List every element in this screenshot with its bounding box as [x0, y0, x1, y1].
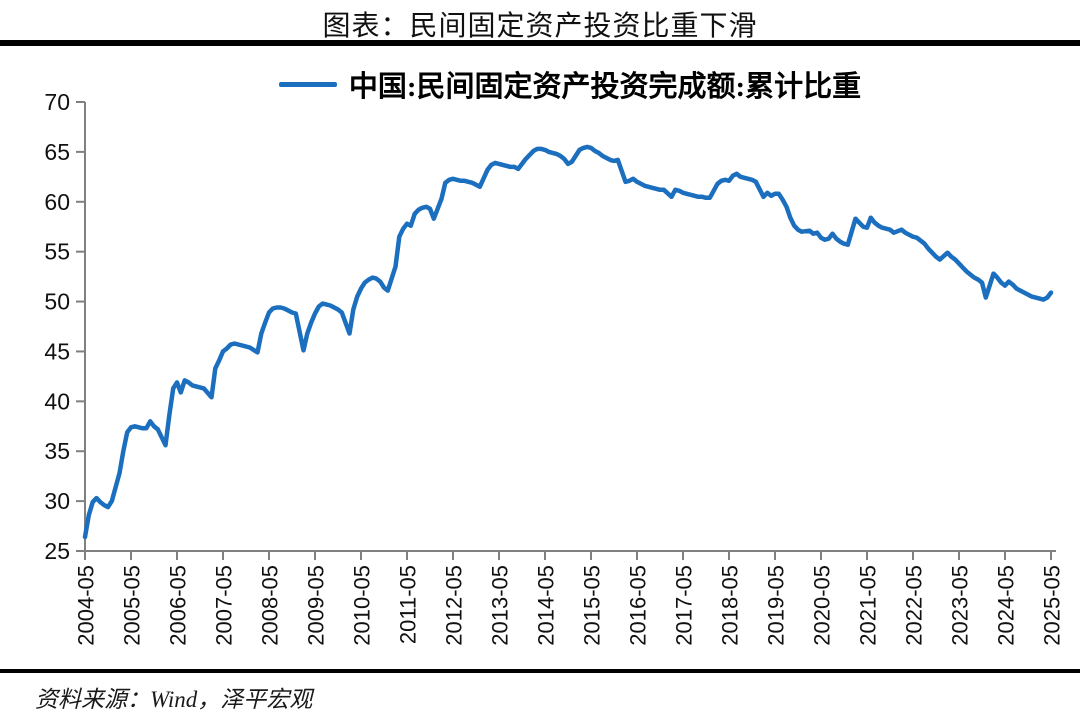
x-axis-tick-label: 2010-05	[350, 565, 375, 646]
axis-lines	[84, 102, 1056, 552]
y-axis-tick-label: 45	[44, 338, 70, 364]
x-axis-tick-label: 2011-05	[396, 565, 421, 644]
x-axis-tick-label: 2008-05	[258, 565, 283, 646]
x-axis-tick-label: 2009-05	[304, 565, 329, 646]
x-axis-tick-label: 2022-05	[902, 565, 927, 646]
x-axis-tick-label: 2016-05	[626, 565, 651, 646]
x-axis-tick-label: 2013-05	[488, 565, 513, 646]
x-axis-tick-label: 2012-05	[442, 565, 467, 646]
series-line	[82, 144, 1054, 540]
x-axis-tick-label: 2014-05	[534, 565, 559, 646]
y-axis-tick-label: 35	[44, 438, 70, 464]
y-axis-tick-label: 55	[44, 239, 70, 265]
x-axis-tick-label: 2024-05	[994, 565, 1019, 646]
x-axis-tick-label: 2021-05	[856, 565, 881, 646]
footer-divider-rule	[0, 669, 1080, 673]
x-axis-tick-label: 2007-05	[212, 565, 237, 646]
x-axis-tick-label: 2004-05	[74, 565, 99, 646]
y-axis-tick-label: 50	[44, 289, 70, 315]
x-axis-tick-label: 2018-05	[718, 565, 743, 646]
y-axis-tick-label: 70	[44, 89, 70, 115]
chart-legend: 中国:民间固定资产投资完成额:累计比重	[30, 63, 1080, 105]
x-axis-tick-label: 2019-05	[764, 565, 789, 646]
y-axis-tick-label: 30	[44, 488, 70, 514]
x-axis-tick-label: 2015-05	[580, 565, 605, 646]
x-axis-tick-label: 2006-05	[166, 565, 191, 646]
y-axis-ticks: 25 30 35 40 45 50 55 60 65 70	[44, 89, 85, 564]
y-axis-tick-label: 40	[44, 388, 70, 414]
page-title: 图表：民间固定资产投资比重下滑	[322, 11, 758, 42]
y-axis-tick-label: 65	[44, 139, 70, 165]
source-note: 资料来源：Wind，泽平宏观	[35, 687, 313, 712]
legend-label: 中国:民间固定资产投资完成额:累计比重	[348, 71, 862, 103]
chart-axes	[84, 102, 1056, 552]
title-divider-rule	[0, 40, 1080, 46]
x-axis-tick-label: 2020-05	[810, 565, 835, 646]
y-axis-tick-label: 60	[44, 189, 70, 215]
x-axis-tick-label: 2005-05	[120, 565, 145, 646]
x-axis-tick-label: 2025-05	[1040, 565, 1065, 646]
x-axis-ticks: 2004-05 2005-05 2006-05 2007-05 2008-05 2009-…	[74, 551, 1065, 646]
x-axis-tick-label: 2017-05	[672, 565, 697, 646]
y-axis-tick-label: 25	[44, 538, 70, 564]
x-axis-tick-label: 2023-05	[948, 565, 973, 646]
chart-series	[82, 144, 1054, 540]
legend-line-marker	[278, 81, 337, 87]
